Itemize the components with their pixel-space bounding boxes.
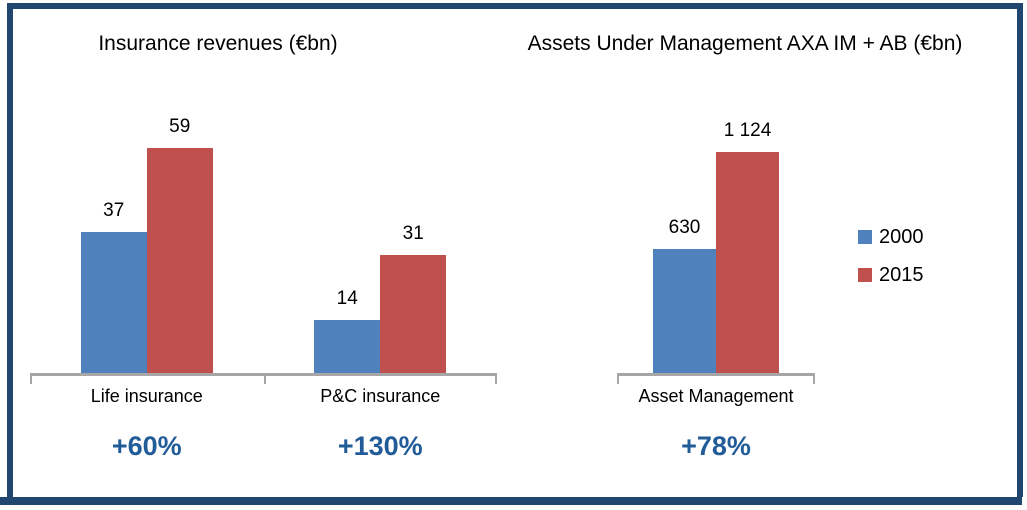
legend: 2000 2015 [858, 225, 924, 301]
legend-swatch-2000-icon [858, 230, 872, 244]
chart-title-insurance-revenues: Insurance revenues (€bn) [98, 32, 338, 55]
legend-swatch-2015-icon [858, 268, 872, 282]
legend-label-2015: 2015 [879, 263, 924, 286]
slide-frame [7, 3, 1023, 497]
legend-item-2000: 2000 [858, 225, 924, 249]
chart-title-aum: Assets Under Management AXA IM + AB (€bn… [527, 32, 963, 55]
slide-bottom-bar [0, 497, 1022, 505]
legend-label-2000: 2000 [879, 225, 924, 248]
legend-item-2015: 2015 [858, 263, 924, 287]
